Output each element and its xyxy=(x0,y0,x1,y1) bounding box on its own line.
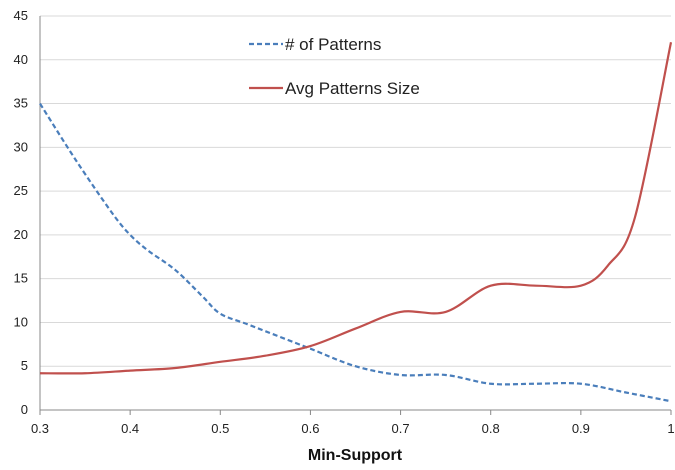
y-tick-label: 0 xyxy=(21,402,28,417)
y-tick-label: 40 xyxy=(14,52,28,67)
x-tick-label: 1 xyxy=(667,421,674,436)
x-tick-label: 0.5 xyxy=(211,421,229,436)
axes: 0 5 10 15 20 25 30 35 40 45 0.3 0.4 0.5 0.6 0.7 0.8 0.9 1 xyxy=(14,8,675,436)
y-tick-label: 45 xyxy=(14,8,28,23)
x-tick-label: 0.4 xyxy=(121,421,139,436)
series-lines xyxy=(39,42,673,403)
x-tick-label: 0.7 xyxy=(392,421,410,436)
y-tick-label: 30 xyxy=(14,139,28,154)
y-tick-label: 25 xyxy=(14,183,28,198)
legend-label-1: Avg Patterns Size xyxy=(285,79,420,98)
legend: # of Patterns Avg Patterns Size xyxy=(249,35,420,98)
y-tick-label: 10 xyxy=(14,314,28,329)
grid-lines xyxy=(40,15,671,367)
y-tick-label: 15 xyxy=(14,271,28,286)
series-line-num-patterns xyxy=(39,102,672,403)
x-tick-label: 0.9 xyxy=(572,421,590,436)
x-tick-label: 0.3 xyxy=(31,421,49,436)
x-tick-label: 0.8 xyxy=(482,421,500,436)
y-tick-label: 20 xyxy=(14,227,28,242)
x-axis-title: Min-Support xyxy=(308,447,403,464)
x-tick-label: 0.6 xyxy=(301,421,319,436)
y-tick-label: 5 xyxy=(21,358,28,373)
series-line-avg-pattern-size xyxy=(39,42,673,375)
y-tick-label: 35 xyxy=(14,96,28,111)
legend-label-0: # of Patterns xyxy=(285,35,381,54)
